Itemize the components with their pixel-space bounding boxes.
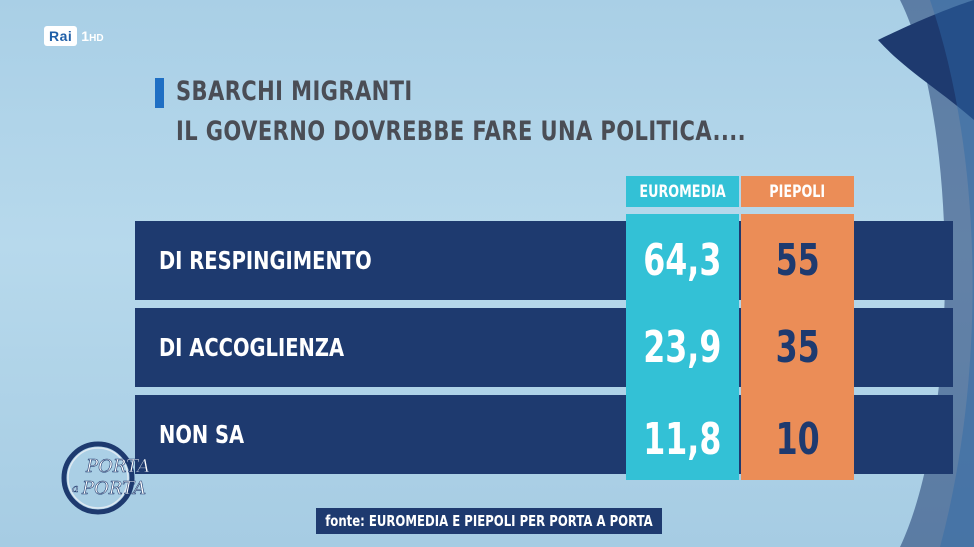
source-text: fonte: EUROMEDIA E PIEPOLI PER PORTA A P… bbox=[325, 512, 653, 530]
piepoli-value-respingimento: 55 bbox=[741, 221, 854, 300]
show-logo-line1: PORTA bbox=[85, 456, 150, 477]
row-label: NON SA bbox=[159, 395, 268, 474]
euromedia-value-respingimento: 64,3 bbox=[626, 221, 739, 300]
chart-title: SBARCHI MIGRANTI IL GOVERNO DOVREBBE FAR… bbox=[176, 72, 746, 152]
column-header-euromedia: EUROMEDIA bbox=[626, 176, 739, 207]
value-text: 35 bbox=[775, 322, 820, 373]
channel-name: 1HD bbox=[81, 28, 103, 44]
show-logo-connector: a bbox=[72, 482, 79, 495]
show-logo-line2: PORTA bbox=[81, 478, 146, 499]
column-header-euromedia-label: EUROMEDIA bbox=[639, 181, 726, 202]
euromedia-value-accoglienza: 23,9 bbox=[626, 308, 739, 387]
column-header-piepoli: PIEPOLI bbox=[741, 176, 854, 207]
chart-title-line1: SBARCHI MIGRANTI bbox=[176, 76, 413, 107]
piepoli-value-non-sa: 10 bbox=[741, 400, 854, 479]
channel-number: 1 bbox=[81, 28, 90, 44]
title-accent-bar bbox=[155, 78, 164, 108]
column-header-piepoli-label: PIEPOLI bbox=[769, 181, 826, 202]
euromedia-value-non-sa: 11,8 bbox=[626, 400, 739, 479]
source-caption: fonte: EUROMEDIA E PIEPOLI PER PORTA A P… bbox=[316, 508, 662, 534]
euromedia-column bbox=[626, 214, 739, 480]
value-text: 55 bbox=[775, 235, 820, 286]
porta-a-porta-logo: PORTA a PORTA bbox=[61, 441, 150, 515]
row-label-text: DI ACCOGLIENZA bbox=[159, 333, 345, 362]
row-label: DI RESPINGIMENTO bbox=[159, 221, 432, 300]
value-text: 23,9 bbox=[643, 322, 722, 373]
value-text: 10 bbox=[775, 414, 820, 465]
channel-brand: Rai bbox=[44, 26, 78, 46]
value-text: 64,3 bbox=[643, 235, 722, 286]
value-text: 11,8 bbox=[643, 414, 722, 465]
row-label-text: DI RESPINGIMENTO bbox=[159, 246, 372, 275]
row-label-text: NON SA bbox=[159, 420, 245, 449]
piepoli-column bbox=[741, 214, 854, 480]
row-label: DI ACCOGLIENZA bbox=[159, 308, 396, 387]
channel-logo: Rai 1HD bbox=[44, 26, 104, 46]
piepoli-value-accoglienza: 35 bbox=[741, 308, 854, 387]
chart-title-line2: IL GOVERNO DOVREBBE FARE UNA POLITICA...… bbox=[176, 116, 747, 147]
channel-suffix: HD bbox=[89, 33, 104, 44]
